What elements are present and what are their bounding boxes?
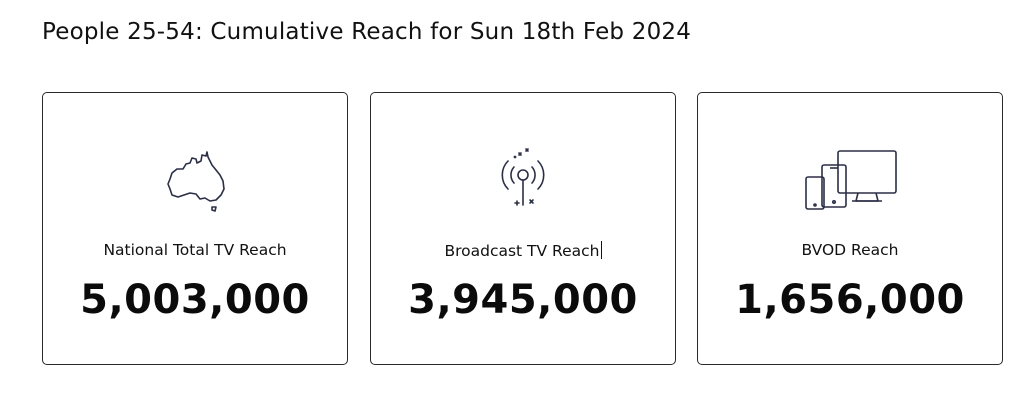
- card-value: 1,656,000: [735, 277, 965, 323]
- card-label: Broadcast TV Reach: [444, 241, 602, 260]
- bvod-reach-card: BVOD Reach 1,656,000: [697, 92, 1003, 365]
- broadcast-antenna-icon: [371, 143, 675, 223]
- national-total-tv-reach-card: National Total TV Reach 5,003,000: [42, 92, 348, 365]
- card-value: 3,945,000: [408, 277, 638, 323]
- card-label: BVOD Reach: [801, 241, 899, 259]
- text-cursor: [600, 241, 602, 259]
- card-value: 5,003,000: [80, 277, 310, 323]
- australia-map-icon: [43, 143, 347, 223]
- devices-icon: [698, 143, 1002, 223]
- page-title: People 25-54: Cumulative Reach for Sun 1…: [42, 19, 692, 45]
- card-label: National Total TV Reach: [103, 241, 287, 259]
- broadcast-tv-reach-card: Broadcast TV Reach 3,945,000: [370, 92, 676, 365]
